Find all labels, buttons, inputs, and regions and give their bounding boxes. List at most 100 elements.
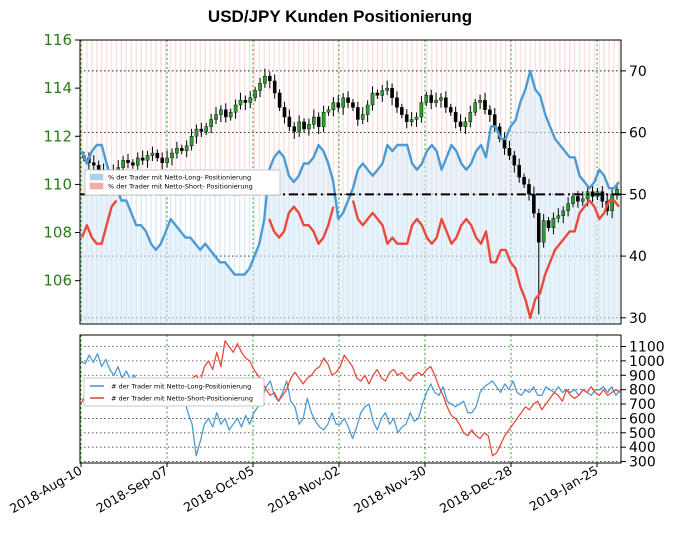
x-axis-tick-label: 2019-Jan-25 bbox=[527, 463, 601, 514]
candle-up bbox=[326, 109, 331, 113]
candle-up bbox=[321, 112, 326, 127]
candle-down bbox=[453, 112, 458, 123]
candle-down bbox=[316, 116, 321, 127]
legend-label: % der Trader mit Netto-Short- Positionie… bbox=[108, 183, 253, 191]
left-axis-tick-label: 108 bbox=[43, 224, 72, 242]
candle-down bbox=[277, 92, 282, 108]
candle-up bbox=[135, 157, 140, 166]
left-axis-tick-label: 112 bbox=[43, 127, 72, 145]
candle-down bbox=[199, 128, 204, 132]
candle-up bbox=[556, 215, 561, 219]
short-percentage-line bbox=[80, 199, 620, 319]
candle-down bbox=[502, 138, 507, 149]
candle-down bbox=[517, 164, 522, 178]
x-axis: 2018-Aug-10 2018-Sep-07 2018-Oct-05 2018-No… bbox=[7, 463, 601, 516]
candle-up bbox=[258, 83, 262, 91]
candle-down bbox=[546, 220, 551, 228]
left-axis-tick-label: 114 bbox=[43, 79, 72, 97]
candle-down bbox=[302, 121, 306, 130]
candle-up bbox=[360, 114, 365, 120]
candle-down bbox=[155, 152, 160, 159]
candle-down bbox=[527, 184, 531, 195]
right-axis-tick-label: 40 bbox=[629, 249, 647, 265]
candle-up bbox=[414, 116, 419, 120]
left-axis-tick-label: 106 bbox=[43, 272, 72, 290]
candle-down bbox=[292, 126, 297, 132]
candle-down bbox=[160, 157, 165, 163]
candle-up bbox=[204, 126, 209, 132]
candle-up bbox=[184, 145, 189, 151]
candle-down bbox=[91, 162, 96, 166]
candle-up bbox=[307, 124, 311, 130]
right-axis-tick-label: 400 bbox=[629, 440, 656, 456]
candle-down bbox=[600, 191, 605, 202]
candle-down bbox=[507, 148, 512, 156]
candle-up bbox=[463, 121, 468, 127]
candle-down bbox=[131, 162, 135, 166]
x-axis-tick-label: 2018-Sep-07 bbox=[93, 463, 170, 516]
candle-up bbox=[409, 119, 414, 123]
candle-up bbox=[541, 220, 546, 243]
candle-up bbox=[312, 116, 316, 125]
candle-up bbox=[219, 109, 223, 115]
candle-up bbox=[263, 75, 267, 84]
right-axis-tick-label: 800 bbox=[629, 383, 656, 399]
candle-down bbox=[351, 102, 355, 108]
candle-down bbox=[429, 95, 433, 103]
candle-up bbox=[610, 193, 614, 212]
candle-up bbox=[233, 104, 238, 113]
candle-down bbox=[532, 193, 536, 214]
candle-up bbox=[209, 119, 213, 127]
candle-down bbox=[224, 109, 228, 118]
candle-down bbox=[272, 80, 277, 94]
candle-down bbox=[522, 176, 526, 185]
right-axis-tick-label: 600 bbox=[629, 411, 656, 427]
candle-down bbox=[404, 114, 409, 123]
candle-up bbox=[121, 160, 125, 168]
candle-up bbox=[566, 203, 570, 212]
candle-down bbox=[483, 99, 487, 110]
candle-up bbox=[551, 217, 556, 228]
legend-label: # der Trader mit Netto-Short-Positionier… bbox=[111, 395, 253, 403]
candle-up bbox=[214, 114, 218, 120]
right-axis-tick-label: 500 bbox=[629, 426, 656, 442]
candle-up bbox=[238, 99, 243, 106]
candle-up bbox=[341, 97, 345, 108]
right-axis-tick-label: 700 bbox=[629, 397, 656, 413]
candle-up bbox=[615, 189, 619, 195]
top-legend-box bbox=[84, 169, 281, 196]
candle-down bbox=[287, 116, 292, 127]
bottom-panel-frame bbox=[79, 334, 622, 464]
candle-down bbox=[356, 107, 360, 120]
right-axis-tick-label: 30 bbox=[629, 311, 647, 327]
candle-up bbox=[478, 99, 482, 103]
candle-down bbox=[448, 107, 453, 113]
candle-up bbox=[194, 128, 199, 137]
right-axis-tick-label: 70 bbox=[629, 64, 647, 80]
candle-down bbox=[512, 155, 517, 166]
right-axis-tick-label: 50 bbox=[629, 187, 647, 203]
x-axis-tick-label: 2018-Oct-05 bbox=[181, 463, 257, 515]
candle-down bbox=[458, 121, 463, 127]
candle-up bbox=[253, 90, 257, 98]
left-axis-tick-label: 116 bbox=[43, 31, 72, 49]
candle-down bbox=[395, 97, 399, 108]
price-and-sentiment-panel: 106 108 110 112 114 116 30 40 50 60 70 % der Trader… bbox=[43, 31, 646, 327]
candle-up bbox=[365, 104, 370, 115]
right-axis-tick-label: 60 bbox=[629, 126, 647, 142]
left-axis-tick-label: 110 bbox=[43, 175, 72, 193]
candle-down bbox=[126, 160, 130, 163]
x-axis-tick-label: 2018-Nov-02 bbox=[265, 463, 342, 516]
candle-down bbox=[179, 148, 184, 151]
candle-down bbox=[375, 92, 380, 96]
candle-up bbox=[434, 99, 438, 103]
candle-down bbox=[282, 107, 287, 118]
candle-up bbox=[380, 90, 385, 96]
candle-up bbox=[331, 102, 336, 110]
candle-up bbox=[424, 95, 429, 103]
candle-up bbox=[145, 155, 150, 161]
candle-up bbox=[419, 102, 424, 118]
bottom-legend-box bbox=[83, 377, 265, 407]
